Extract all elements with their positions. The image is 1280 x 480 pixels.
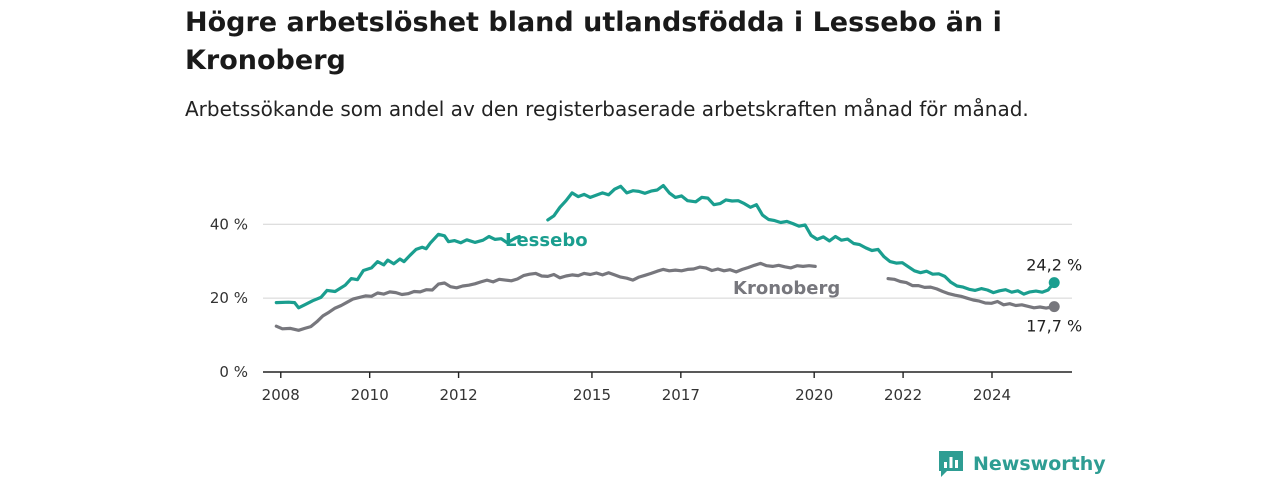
label-layer: 24,2 % 17,7 % Lessebo Kronoberg [505, 230, 1082, 336]
chart-title: Högre arbetslöshet bland utlandsfödda i … [185, 7, 1002, 76]
series-line-lessebo-0 [274, 232, 521, 310]
y-tick-label: 40 % [210, 215, 248, 233]
series-line-kronoberg-1 [886, 277, 1056, 310]
x-tick-label: 2024 [973, 386, 1011, 404]
end-label-lessebo: 24,2 % [1026, 256, 1082, 275]
x-tick-label: 2017 [662, 386, 700, 404]
end-label-kronoberg: 17,7 % [1026, 317, 1082, 336]
y-tick-label: 20 % [210, 289, 248, 307]
x-tick-label: 2022 [884, 386, 922, 404]
series-label-kronoberg: Kronoberg [733, 278, 840, 299]
chart-subtitle: Arbetssökande som andel av den registerb… [185, 97, 1029, 121]
brand-logo: Newsworthy [937, 448, 1106, 480]
series-label-lessebo: Lessebo [505, 230, 588, 251]
y-tick-label: 0 % [219, 363, 248, 381]
grid-layer [263, 223, 1072, 299]
x-tick-label: 2020 [795, 386, 833, 404]
series-line-kronoberg-0 [274, 261, 817, 332]
x-tick-label: 2010 [351, 386, 389, 404]
series-line-lessebo-1 [546, 183, 1056, 296]
end-point-lessebo [1048, 277, 1060, 289]
x-tick-label: 2012 [439, 386, 477, 404]
brand-name: Newsworthy [973, 453, 1106, 475]
newsworthy-bar-chart-icon [939, 451, 963, 477]
series-layer [274, 183, 1060, 332]
axis-layer: 0 % 20 % 40 % 2008 2010 2012 2015 2017 2020 2022 2… [210, 215, 1072, 404]
end-point-kronoberg [1048, 301, 1060, 313]
x-tick-label: 2008 [262, 386, 300, 404]
x-tick-label: 2015 [573, 386, 611, 404]
